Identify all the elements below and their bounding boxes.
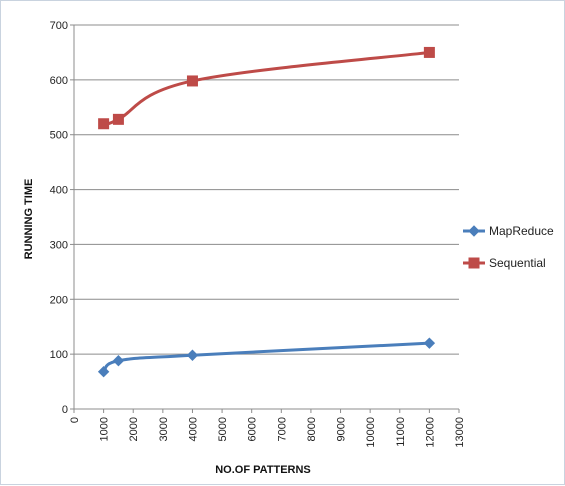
x-tick-label: 11000 bbox=[395, 417, 407, 447]
x-tick-label: 7000 bbox=[276, 417, 288, 441]
series-layer bbox=[97, 46, 436, 378]
x-tick-label: 3000 bbox=[158, 417, 170, 441]
x-tick-label: 0 bbox=[69, 417, 81, 423]
legend-marker-mapreduce bbox=[468, 225, 480, 237]
legend-item-sequential: Sequential bbox=[463, 256, 546, 270]
y-tick-label: 200 bbox=[50, 294, 68, 306]
data-point-mapreduce bbox=[423, 337, 436, 349]
y-tick-label: 0 bbox=[62, 404, 68, 416]
x-tick-label: 1000 bbox=[99, 417, 111, 441]
x-tick-label: 12000 bbox=[424, 417, 436, 448]
x-tick-label: 8000 bbox=[306, 417, 318, 441]
data-point-sequential bbox=[112, 113, 124, 125]
x-tick-label: 9000 bbox=[336, 417, 348, 441]
legend: MapReduce Sequential bbox=[463, 224, 554, 270]
legend-label-sequential: Sequential bbox=[489, 256, 546, 270]
x-tick-label: 6000 bbox=[247, 417, 259, 441]
series-mapreduce bbox=[97, 337, 436, 378]
y-tick-label: 700 bbox=[50, 20, 68, 32]
x-tick-label: 4000 bbox=[187, 417, 199, 441]
series-line-sequential bbox=[103, 50, 430, 126]
y-tick-label: 600 bbox=[50, 75, 68, 87]
data-point-sequential bbox=[186, 75, 198, 87]
series-sequential bbox=[98, 46, 435, 130]
legend-item-mapreduce: MapReduce bbox=[463, 224, 554, 238]
data-point-mapreduce bbox=[112, 355, 125, 367]
axes bbox=[70, 24, 460, 413]
gridlines bbox=[74, 24, 459, 355]
data-point-mapreduce bbox=[97, 365, 110, 378]
series-line-mapreduce bbox=[102, 341, 430, 373]
data-point-sequential bbox=[423, 46, 435, 58]
y-axis-title: RUNNING TIME bbox=[23, 179, 35, 260]
x-tick-label: 2000 bbox=[128, 417, 140, 441]
x-tick-label: 10000 bbox=[365, 417, 377, 448]
y-tick-label: 400 bbox=[50, 185, 68, 197]
x-tick-label: 13000 bbox=[454, 417, 466, 448]
x-tick-label: 5000 bbox=[217, 417, 229, 441]
data-point-mapreduce bbox=[186, 349, 199, 361]
y-tick-label: 100 bbox=[50, 349, 68, 361]
y-tick-label: 300 bbox=[50, 239, 68, 251]
y-tick-labels: 0 100 200 300 400 500 600 700 bbox=[50, 20, 68, 416]
data-point-sequential bbox=[98, 118, 110, 130]
legend-label-mapreduce: MapReduce bbox=[489, 224, 554, 238]
legend-marker-sequential bbox=[468, 257, 480, 269]
y-tick-label: 500 bbox=[50, 130, 68, 142]
x-tick-labels: 0 1000 2000 3000 4000 5000 6000 7000 8000 9000 100… bbox=[69, 417, 466, 448]
x-axis-title: NO.OF PATTERNS bbox=[215, 464, 311, 476]
